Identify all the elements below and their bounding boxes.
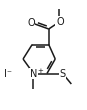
Text: I⁻: I⁻ bbox=[4, 69, 12, 79]
Text: N: N bbox=[30, 69, 37, 79]
Text: +: + bbox=[37, 68, 43, 73]
Text: O: O bbox=[56, 16, 64, 27]
Text: O: O bbox=[27, 18, 35, 28]
Text: S: S bbox=[60, 69, 66, 79]
